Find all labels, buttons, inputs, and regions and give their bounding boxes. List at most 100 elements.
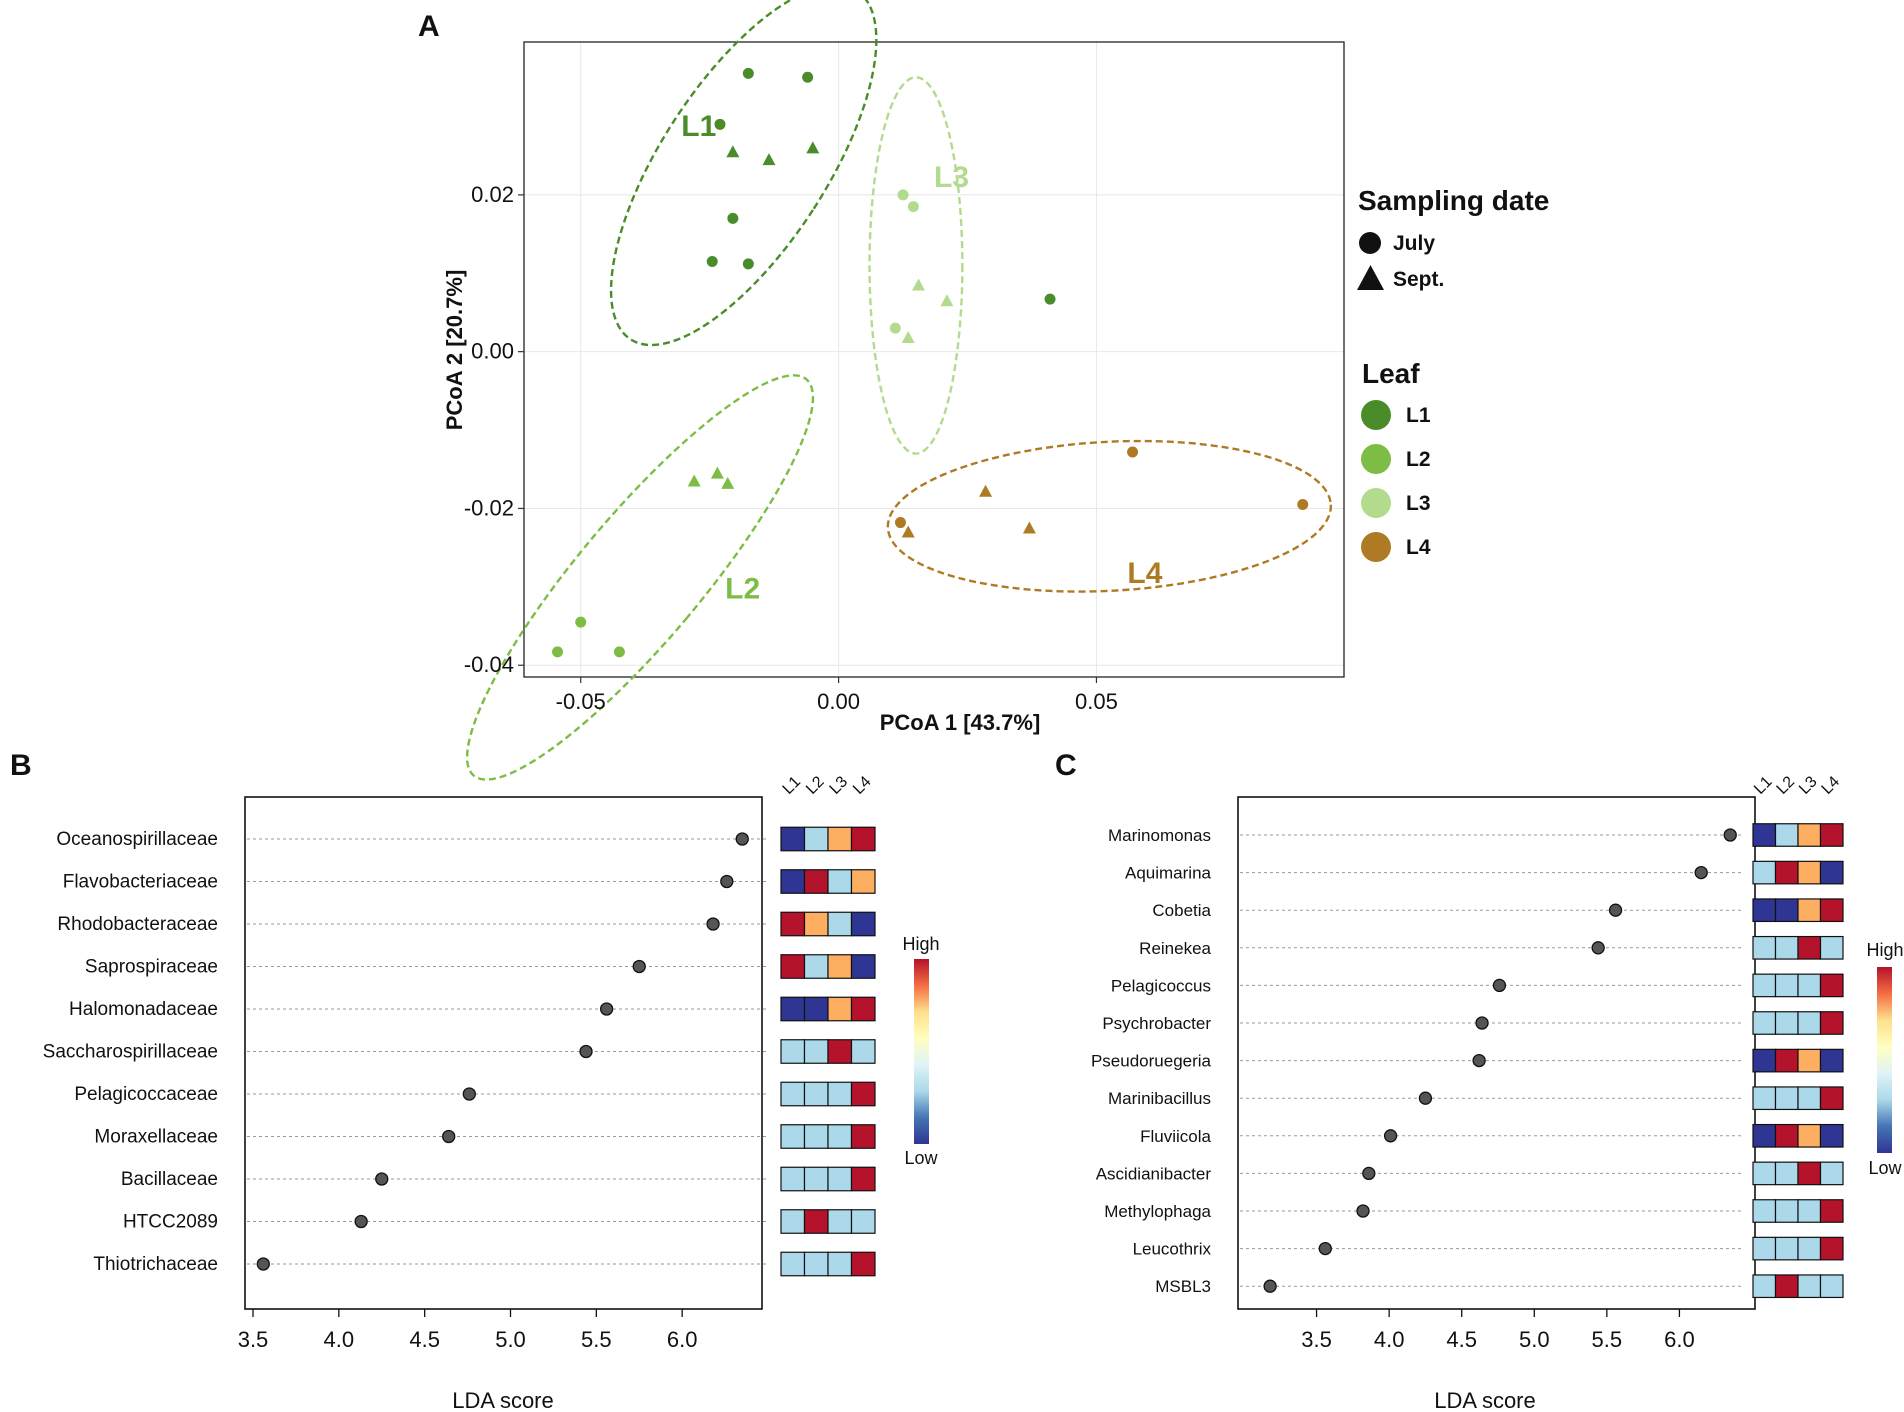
lda-x-tick-label-4: 5.5	[581, 1327, 612, 1352]
point-l1-2	[714, 118, 726, 130]
legend-l3-swatch	[1361, 488, 1391, 518]
lda-point-7	[1418, 1091, 1433, 1105]
heat-cell-2-l2	[1774, 898, 1799, 923]
lda-b-scale-high: High	[902, 934, 939, 954]
lda-x-tick-label-0: 3.5	[238, 1327, 269, 1352]
heat-cell-8-l2	[1774, 1123, 1799, 1148]
heat-cell-0-l2	[1774, 823, 1799, 847]
heat-cell-6-l4	[1819, 1048, 1844, 1073]
heat-cell-8-l3	[1797, 1123, 1822, 1148]
legend-title-sampling-date: Sampling date	[1358, 185, 1549, 216]
point-l1-1	[802, 71, 814, 83]
point-l1-7	[706, 256, 718, 268]
heat-cell-5-l4	[850, 1039, 876, 1064]
heat-cell-5-l1	[780, 1039, 806, 1064]
heat-col-header-l1: L1	[780, 773, 805, 798]
heat-cell-8-l1	[780, 1166, 806, 1192]
lda-taxon-label-10: Methylophaga	[1104, 1202, 1211, 1221]
lda-point-8	[375, 1172, 389, 1186]
point-l1-3	[726, 145, 740, 158]
heat-cell-10-l1	[1752, 1199, 1777, 1223]
lda-x-tick-label-2: 4.5	[1446, 1327, 1477, 1352]
lda-taxon-label-11: Leucothrix	[1133, 1240, 1212, 1259]
point-l3-4	[889, 322, 901, 334]
point-l4-4	[894, 517, 906, 529]
lda-taxon-label-2: Rhodobacteraceae	[57, 914, 218, 935]
heat-cell-1-l1	[1752, 860, 1777, 885]
heat-cell-6-l2	[1774, 1048, 1799, 1073]
pcoa-legend: Sampling date July Sept. Leaf L1 L2 L3 L…	[1357, 185, 1549, 562]
ellipse-l4	[886, 439, 1333, 593]
lda-taxon-label-6: Pseudoruegeria	[1091, 1052, 1212, 1071]
heat-cell-0-l2	[803, 826, 829, 852]
heat-cell-6-l3	[1797, 1048, 1822, 1073]
heat-cell-0-l4	[1819, 823, 1844, 847]
pcoa-plot-frame	[523, 41, 1345, 678]
heat-cell-7-l1	[780, 1124, 806, 1149]
lda-x-tick-label-1: 4.0	[324, 1327, 355, 1352]
legend-label-july: July	[1393, 232, 1435, 255]
lda-c-x-axis-title: LDA score	[1434, 1388, 1536, 1412]
heat-cell-8-l3	[827, 1166, 853, 1192]
lda-taxon-label-12: MSBL3	[1155, 1277, 1211, 1296]
heat-cell-10-l3	[1797, 1199, 1822, 1223]
lda-taxon-label-9: Ascidianibacter	[1096, 1164, 1212, 1183]
heat-cell-3-l1	[780, 954, 806, 979]
point-l4-1	[1297, 499, 1309, 511]
x-tick-label-1: 0.00	[817, 689, 860, 714]
lda-x-tick-label-5: 6.0	[1664, 1327, 1695, 1352]
heat-cell-9-l4	[1819, 1161, 1844, 1186]
lda-b-x-axis-title: LDA score	[452, 1388, 554, 1412]
heat-cell-2-l2	[803, 911, 829, 937]
heat-cell-8-l4	[1819, 1123, 1844, 1148]
heat-cell-8-l1	[1752, 1123, 1777, 1148]
lda-taxon-label-1: Aquimarina	[1125, 864, 1212, 883]
heat-cell-2-l3	[1797, 898, 1822, 923]
point-l1-6	[727, 212, 739, 224]
lda-point-3	[632, 959, 646, 974]
heat-cell-6-l3	[827, 1081, 853, 1107]
point-l2-2	[721, 476, 735, 489]
lda-b-scale-low: Low	[904, 1148, 938, 1168]
lda-point-11	[1318, 1241, 1332, 1256]
legend-label-l2: L2	[1406, 448, 1431, 471]
lda-taxon-label-5: Saccharospirillaceae	[43, 1042, 218, 1063]
lda-x-tick-label-3: 5.0	[495, 1327, 526, 1352]
heat-cell-10-l2	[1774, 1199, 1799, 1223]
heat-cell-4-l2	[803, 996, 829, 1022]
heat-cell-0-l3	[1797, 823, 1822, 847]
heat-cell-5-l1	[1752, 1011, 1777, 1035]
legend-label-l3: L3	[1406, 492, 1431, 515]
heat-cell-0-l1	[780, 826, 806, 852]
heat-cell-12-l4	[1819, 1274, 1844, 1299]
lda-x-tick-label-3: 5.0	[1519, 1327, 1550, 1352]
heat-cell-9-l1	[1752, 1161, 1777, 1186]
lda-point-9	[354, 1214, 368, 1229]
heat-cell-6-l4	[850, 1081, 876, 1107]
legend-triangle-icon	[1357, 265, 1384, 290]
heat-cell-7-l1	[1752, 1086, 1777, 1111]
lda-point-5	[1475, 1016, 1489, 1030]
heat-cell-4-l4	[850, 996, 876, 1022]
lda-taxon-label-8: Bacillaceae	[121, 1169, 218, 1190]
point-l1-4	[762, 153, 776, 166]
y-tick-label-3: 0.02	[471, 182, 514, 207]
point-l3-0	[897, 189, 909, 201]
heat-cell-12-l2	[1774, 1274, 1799, 1299]
point-l1-9	[1044, 293, 1056, 305]
point-l3-1	[907, 201, 919, 213]
heat-cell-7-l3	[1797, 1086, 1822, 1111]
lda-point-12	[1263, 1279, 1277, 1293]
legend-l4-swatch	[1361, 532, 1391, 562]
heat-cell-0-l3	[827, 826, 853, 852]
lda-point-1	[720, 874, 734, 889]
heat-cell-6-l1	[1752, 1048, 1777, 1073]
pcoa-x-ticks: -0.05 0.00 0.05	[556, 677, 1118, 714]
pcoa-cluster-labels: L1 L2 L3 L4	[681, 110, 1162, 606]
heat-cell-3-l4	[1819, 935, 1844, 960]
heat-col-header-l2: L2	[1774, 773, 1799, 798]
point-l2-4	[552, 646, 564, 658]
heat-cell-9-l3	[1797, 1161, 1822, 1186]
